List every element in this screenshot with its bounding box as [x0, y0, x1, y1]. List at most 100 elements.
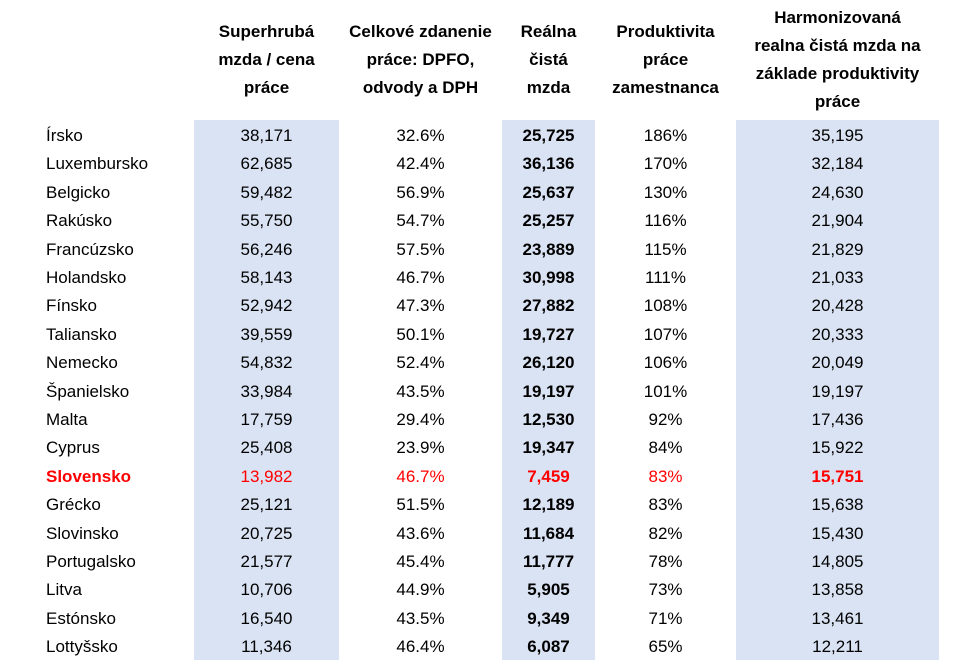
zdanenie-cell: 42.4%	[396, 154, 445, 174]
zdanenie-cell: 56.9%	[396, 182, 445, 202]
country-cell: Slovensko	[46, 466, 132, 486]
header-superhruba: Superhrubá mzda / cena práce	[194, 0, 339, 120]
zdanenie-cell: 50.1%	[396, 324, 445, 344]
header-line: práce	[642, 50, 689, 69]
harmonizovana-cell: 20,333	[811, 324, 864, 344]
produktivita-cell: 186%	[643, 126, 688, 145]
realna-cell: 5,905	[527, 580, 570, 600]
country-cell: Taliansko	[46, 324, 117, 344]
header-line: Harmonizovaná	[774, 8, 901, 27]
table-row: Lottyšsko 11,346 46.4% 6,087 65% 12,211	[0, 633, 970, 661]
realna-cell: 19,727	[522, 324, 575, 344]
table-row: Francúzsko 56,246 57.5% 23,889 115% 21,829	[0, 236, 970, 264]
harmonizovana-cell: 24,630	[811, 182, 864, 202]
realna-cell: 19,197	[522, 381, 575, 401]
produktivita-cell: 107%	[643, 324, 688, 344]
superhruba-cell: 20,725	[240, 523, 293, 543]
harmonizovana-cell: 15,922	[811, 438, 864, 458]
harmonizovana-cell: 32,184	[811, 154, 864, 174]
country-cell: Írsko	[46, 126, 83, 145]
superhruba-cell: 55,750	[240, 211, 293, 231]
realna-cell: 11,777	[522, 552, 575, 571]
harmonizovana-cell: 13,461	[811, 608, 864, 628]
table-row: Grécko 25,121 51.5% 12,189 83% 15,638	[0, 491, 970, 519]
table-row: Španielsko 33,984 43.5% 19,197 101% 19,197	[0, 378, 970, 406]
header-line: práce	[243, 78, 290, 97]
harmonizovana-cell: 17,436	[811, 410, 864, 429]
harmonizovana-cell: 21,829	[811, 239, 864, 259]
superhruba-cell: 62,685	[240, 154, 293, 174]
header-zdanenie: Celkové zdanenie práce: DPFO, odvody a D…	[339, 0, 502, 120]
superhruba-cell: 16,540	[240, 608, 293, 628]
header-line: Produktivita	[616, 22, 715, 41]
zdanenie-cell: 43.6%	[396, 523, 445, 543]
table-row: Holandsko 58,143 46.7% 30,998 111% 21,033	[0, 264, 970, 292]
header-line: odvody a DPH	[362, 78, 479, 97]
country-cell: Slovinsko	[46, 523, 119, 543]
superhruba-cell: 25,121	[240, 495, 293, 515]
produktivita-cell: 65%	[648, 637, 683, 657]
superhruba-cell: 17,759	[240, 410, 293, 429]
realna-cell: 19,347	[522, 438, 575, 458]
column-shade-realna	[502, 120, 595, 660]
produktivita-cell: 101%	[643, 381, 688, 401]
produktivita-cell: 108%	[643, 296, 688, 316]
superhruba-cell: 39,559	[240, 324, 293, 344]
produktivita-cell: 83%	[648, 495, 683, 515]
zdanenie-cell: 45.4%	[396, 552, 445, 571]
header-line: základe produktivity	[755, 64, 920, 83]
column-shade-harmonizovana	[736, 120, 939, 660]
produktivita-cell: 83%	[648, 466, 683, 486]
header-line: mzda	[526, 78, 571, 97]
produktivita-cell: 84%	[648, 438, 683, 458]
superhruba-cell: 54,832	[240, 353, 293, 373]
zdanenie-cell: 43.5%	[396, 608, 445, 628]
header-harmonizovana: Harmonizovaná realna čistá mzda na zákla…	[736, 0, 939, 120]
country-cell: Belgicko	[46, 182, 111, 202]
realna-cell: 25,725	[522, 126, 575, 145]
produktivita-cell: 73%	[648, 580, 683, 600]
header-produktivita: Produktivita práce zamestnanca	[595, 0, 736, 120]
realna-cell: 6,087	[527, 637, 570, 657]
header-line: práce: DPFO,	[366, 50, 475, 69]
realna-cell: 30,998	[522, 268, 575, 287]
produktivita-cell: 78%	[648, 552, 683, 571]
produktivita-cell: 82%	[648, 523, 683, 543]
harmonizovana-cell: 15,638	[811, 495, 864, 515]
produktivita-cell: 116%	[644, 211, 687, 231]
harmonizovana-cell: 20,049	[811, 353, 864, 373]
harmonizovana-cell: 15,430	[811, 523, 864, 543]
superhruba-cell: 25,408	[240, 438, 293, 458]
zdanenie-cell: 52.4%	[396, 353, 445, 373]
harmonizovana-cell: 21,033	[811, 268, 864, 287]
zdanenie-cell: 47.3%	[396, 296, 445, 316]
superhruba-cell: 13,982	[240, 466, 293, 486]
header-realna: Reálna čistá mzda	[502, 0, 595, 120]
harmonizovana-cell: 14,805	[811, 552, 864, 571]
table-row: Slovinsko 20,725 43.6% 11,684 82% 15,430	[0, 520, 970, 548]
country-cell: Lottyšsko	[46, 637, 118, 657]
realna-cell: 25,637	[522, 182, 575, 202]
superhruba-cell: 59,482	[240, 182, 293, 202]
country-cell: Grécko	[46, 495, 101, 515]
realna-cell: 36,136	[522, 154, 575, 174]
produktivita-cell: 115%	[644, 239, 687, 259]
superhruba-cell: 56,246	[240, 239, 293, 259]
table-row: Malta 17,759 29.4% 12,530 92% 17,436	[0, 406, 970, 434]
country-cell: Luxembursko	[46, 154, 149, 174]
header-line: mzda / cena	[218, 50, 315, 69]
table-row: Nemecko 54,832 52.4% 26,120 106% 20,049	[0, 349, 970, 377]
realna-cell: 12,189	[522, 495, 575, 515]
column-shade-superhruba	[194, 120, 339, 660]
realna-cell: 12,530	[522, 410, 575, 429]
table-row: Estónsko 16,540 43.5% 9,349 71% 13,461	[0, 605, 970, 633]
realna-cell: 7,459	[527, 466, 570, 486]
table-row: Taliansko 39,559 50.1% 19,727 107% 20,333	[0, 321, 970, 349]
harmonizovana-cell: 35,195	[811, 126, 864, 145]
superhruba-cell: 11,346	[241, 637, 292, 657]
zdanenie-cell: 23.9%	[396, 438, 445, 458]
header-line: čistá	[529, 50, 568, 69]
realna-cell: 23,889	[522, 239, 575, 259]
zdanenie-cell: 44.9%	[396, 580, 445, 600]
